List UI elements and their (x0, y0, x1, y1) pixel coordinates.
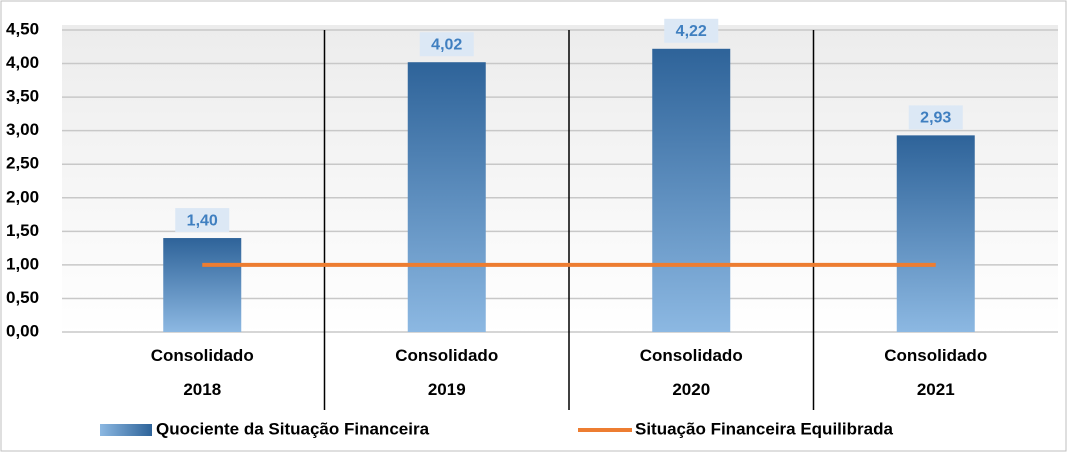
data-label: 4,22 (676, 23, 707, 40)
y-tick-label: 4,50 (6, 19, 39, 38)
legend-swatch (100, 424, 152, 436)
x-tick-label: Consolidado 2021 (884, 346, 987, 399)
y-tick-label: 3,50 (6, 87, 39, 106)
legend-label: Quociente da Situação Financeira (156, 419, 430, 438)
y-tick-label: 2,50 (6, 154, 39, 173)
bar (896, 135, 975, 332)
y-tick-label: 2,00 (6, 187, 39, 206)
data-label-box (908, 105, 963, 130)
bar (407, 62, 486, 333)
data-label: 2,93 (920, 110, 951, 127)
data-label-box (419, 32, 474, 57)
y-tick-label: 1,00 (6, 254, 39, 273)
data-label-box (175, 208, 230, 233)
y-tick-label: 3,00 (6, 120, 39, 139)
y-tick-label: 0,50 (6, 288, 39, 307)
x-tick-label: Consolidado 2020 (640, 346, 743, 399)
y-tick-label: 0,00 (6, 321, 39, 340)
bar (163, 238, 242, 332)
data-label: 4,02 (431, 36, 462, 53)
x-tick-label: Consolidado 2019 (395, 346, 498, 399)
y-tick-label: 1,50 (6, 221, 39, 240)
data-label-box (664, 18, 719, 43)
bar (652, 48, 731, 333)
data-label: 1,40 (187, 212, 218, 229)
x-tick-label: Consolidado 2018 (151, 346, 254, 399)
y-tick-label: 4,00 (6, 53, 39, 72)
legend-label: Situação Financeira Equilibrada (635, 419, 893, 438)
